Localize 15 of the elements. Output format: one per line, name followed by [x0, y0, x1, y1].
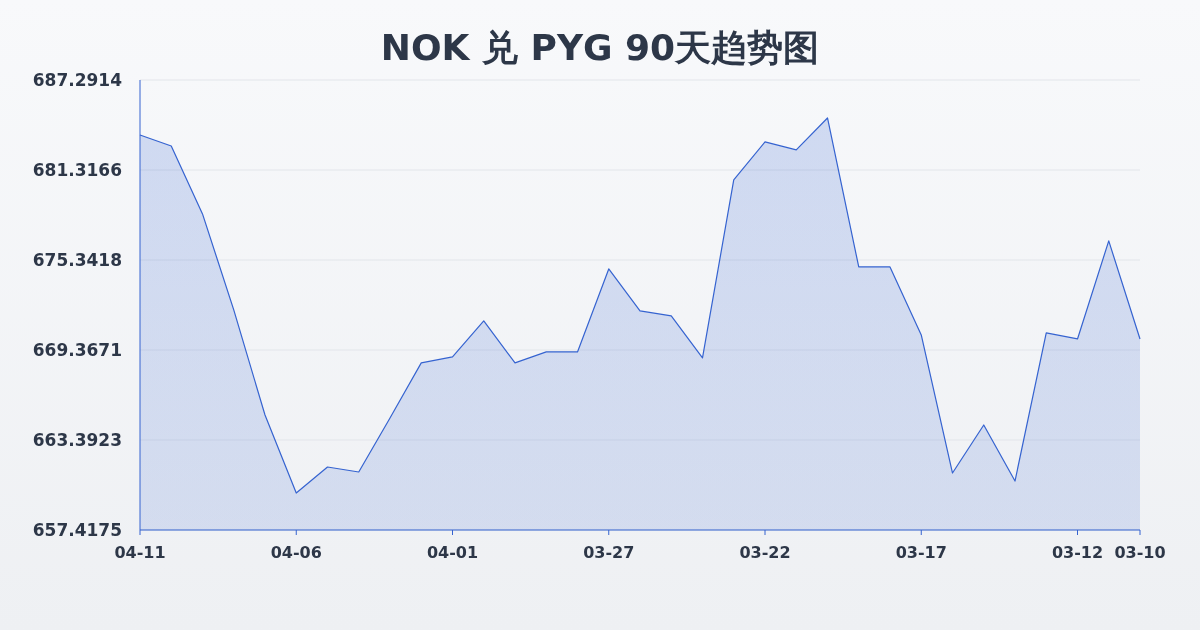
x-tick-label: 04-06: [270, 543, 322, 562]
y-tick-label: 663.3923: [32, 429, 122, 450]
x-tick-label: 03-17: [895, 543, 947, 562]
x-tick-label: 03-10: [1114, 543, 1166, 562]
x-tick-label: 03-27: [583, 543, 635, 562]
y-tick-label: 687.2914: [32, 69, 123, 90]
y-tick-label: 675.3418: [32, 249, 122, 270]
x-tick-label: 03-12: [1051, 543, 1104, 562]
x-tick-label: 03-22: [739, 543, 791, 562]
x-tick-label: 04-01: [426, 543, 479, 562]
y-tick-label: 681.3166: [32, 159, 122, 180]
x-tick-label: 04-11: [114, 543, 166, 562]
y-tick-label: 669.3671: [32, 339, 122, 360]
chart-title: NOK 兑 PYG 90天趋势图: [380, 27, 820, 68]
y-tick-label: 657.4175: [32, 519, 122, 540]
